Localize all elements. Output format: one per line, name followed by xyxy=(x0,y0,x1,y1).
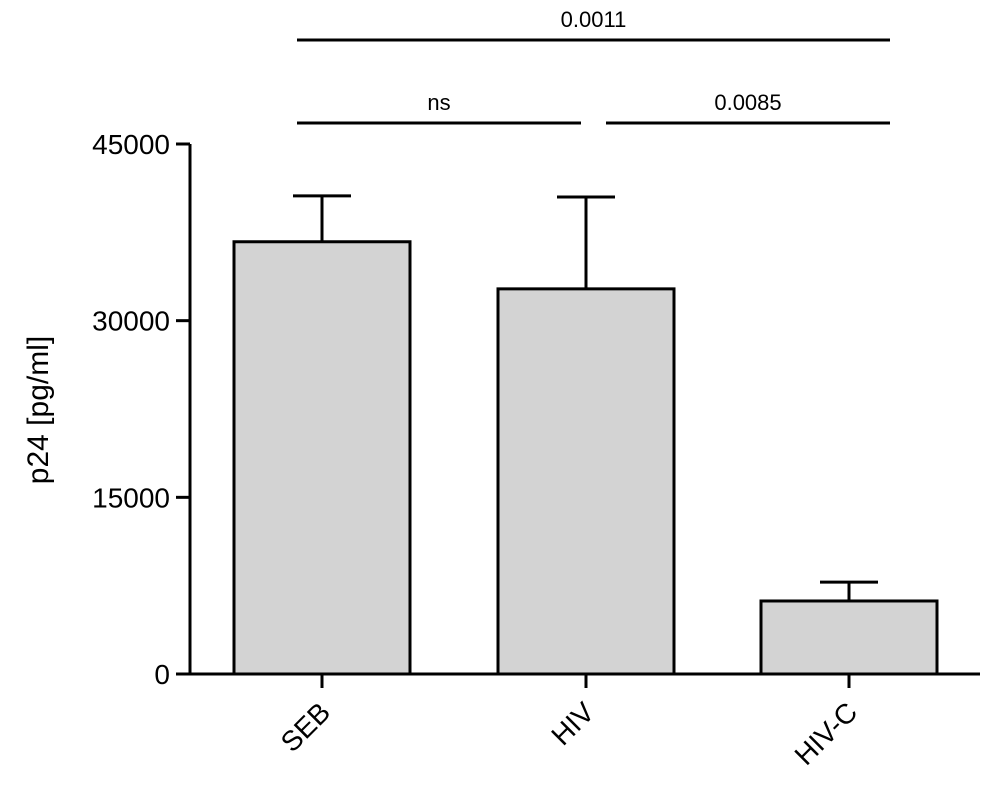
significance-label-2: 0.0011 xyxy=(561,7,627,32)
y-tick-label-15000: 15000 xyxy=(92,482,170,513)
bars-layer xyxy=(232,240,939,676)
bar-seb xyxy=(232,240,412,676)
x-ticks: SEB HIV HIV-C xyxy=(275,674,864,771)
significance-label-1: 0.0085 xyxy=(714,90,781,115)
bar-hiv-c xyxy=(759,599,939,676)
error-bars-layer xyxy=(293,194,878,601)
x-tick-label-hiv: HIV xyxy=(545,696,600,751)
x-tick-label-hiv-c: HIV-C xyxy=(789,696,864,771)
significance-label-0: ns xyxy=(427,90,450,115)
y-ticks: 0 15000 30000 45000 xyxy=(92,129,190,690)
y-axis-label: p24 [pg/ml] xyxy=(22,336,55,484)
bar-hiv xyxy=(496,287,676,676)
y-tick-label-30000: 30000 xyxy=(92,306,170,337)
significance-brackets: ns 0.0085 0.0011 xyxy=(297,7,890,125)
x-tick-label-seb: SEB xyxy=(275,696,337,758)
y-tick-label-0: 0 xyxy=(154,659,170,690)
y-tick-label-45000: 45000 xyxy=(92,129,170,160)
